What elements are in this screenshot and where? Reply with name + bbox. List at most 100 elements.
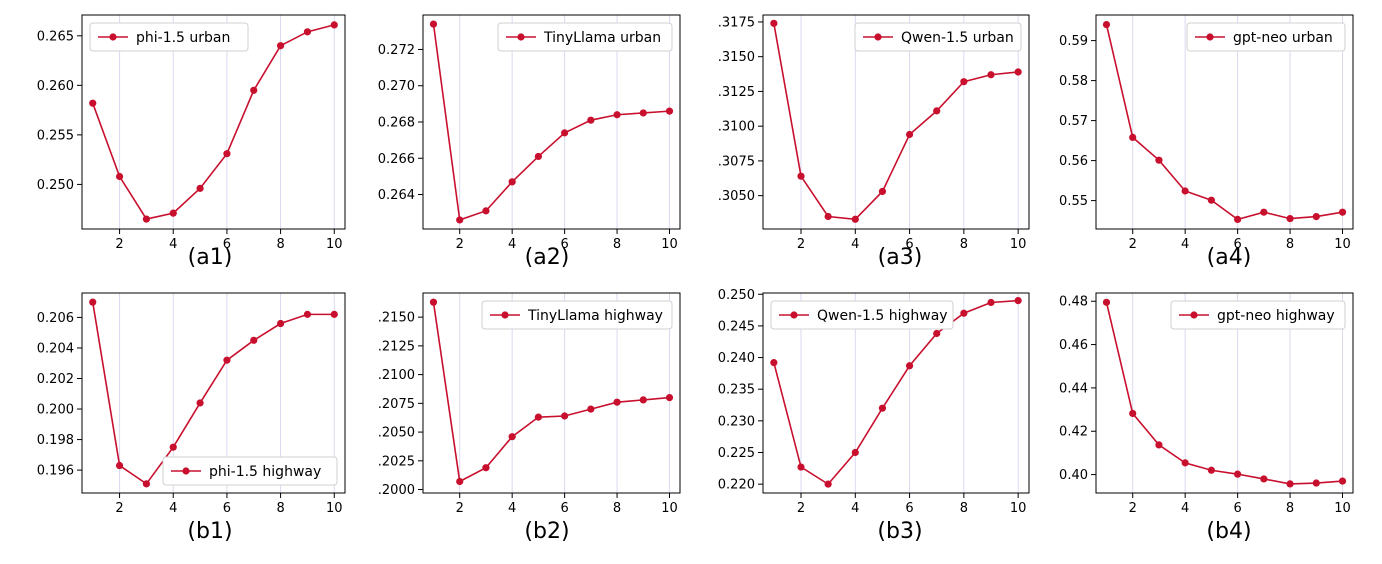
data-point — [196, 184, 204, 192]
y-tick-label: .2125 — [378, 339, 415, 354]
chart-b2: 2 4 6 8 10 .2000 .2025 .2050 .2075 .2100 .2125 .215… — [378, 292, 681, 516]
data-point — [878, 187, 887, 196]
data-point — [905, 130, 914, 139]
y-tick-label: .3150 — [718, 50, 755, 65]
legend-marker — [874, 33, 882, 41]
x-tick-label: 10 — [1010, 237, 1027, 252]
legend-label: gpt-neo urban — [1233, 30, 1333, 46]
data-point — [613, 398, 621, 406]
x-tick-label: 6 — [223, 501, 231, 516]
legend: TinyLlama highway — [481, 300, 673, 330]
data-point — [534, 152, 542, 161]
chart-b3: 2 4 6 8 10 0.220 0.225 0.230 0.235 0.240 0.245 0.25… — [718, 288, 1030, 516]
legend-marker — [1190, 311, 1198, 319]
data-point — [429, 298, 438, 306]
x-tick-label: 2 — [456, 237, 464, 252]
y-tick-label: .3125 — [718, 85, 755, 100]
x-tick-label: 6 — [223, 237, 231, 252]
legend-marker — [517, 33, 525, 41]
y-tick-label: .2025 — [378, 454, 415, 469]
data-point — [1234, 470, 1242, 478]
x-tick-label: 4 — [169, 501, 177, 516]
y-tick-label: .2100 — [378, 368, 415, 383]
plot-frame — [762, 14, 1030, 230]
data-point — [851, 448, 859, 457]
x-tick-label: 8 — [613, 501, 621, 516]
x-tick-label: 2 — [797, 237, 805, 252]
caption-a2: (a2) — [524, 245, 570, 270]
legend-box — [162, 456, 338, 486]
x-tick-label: 2 — [1129, 501, 1137, 516]
chart-a4: 2 4 6 8 10 0.55 0.56 0.57 0.58 0.59 gpt-neo urban — [1059, 14, 1354, 252]
x-tick-label: 10 — [1334, 237, 1351, 252]
data-point — [1014, 68, 1022, 76]
data-point — [1129, 409, 1137, 418]
y-tick-label: 0.204 — [37, 341, 74, 356]
data-point — [142, 215, 151, 223]
data-point — [1312, 479, 1320, 487]
legend-box — [497, 22, 673, 52]
chart-a1: 2 4 6 8 10 0.250 0.255 0.260 0.265 phi-1.5 urban — [37, 14, 346, 252]
legend-marker — [1206, 33, 1214, 41]
y-tick-label: 0.48 — [1059, 295, 1088, 310]
x-tick-label: 6 — [560, 501, 568, 516]
legend: phi-1.5 highway — [162, 456, 338, 486]
data-point — [508, 433, 516, 441]
data-point — [561, 412, 569, 420]
data-point — [303, 28, 312, 36]
y-tick-label: .3100 — [718, 120, 755, 135]
y-tick-label: 0.250 — [718, 288, 755, 303]
data-point — [797, 463, 805, 471]
data-point — [851, 215, 859, 223]
x-tick-label: 2 — [115, 501, 123, 516]
data-point — [587, 116, 595, 124]
chart-a2: 2 4 6 8 10 0.264 0.266 0.268 0.270 0.272 TinyLlama… — [378, 14, 681, 252]
y-tick-label: 0.225 — [718, 446, 755, 461]
y-tick-label: 0.58 — [1059, 74, 1088, 89]
plot-frame — [762, 292, 1030, 494]
series-line — [91, 302, 335, 485]
data-point — [508, 178, 516, 186]
data-point — [223, 150, 231, 158]
y-tick-label: 0.235 — [718, 383, 755, 398]
legend: phi-1.5 urban — [89, 22, 249, 52]
data-point — [824, 212, 832, 221]
data-point — [1260, 208, 1268, 216]
y-tick-label: 0.202 — [37, 372, 74, 387]
x-tick-label: 10 — [661, 501, 678, 516]
chart-b1: 2 4 6 8 10 0.196 0.198 0.200 0.202 0.204 0.206 phi-… — [37, 292, 346, 516]
data-point — [534, 413, 542, 421]
legend-marker — [501, 311, 509, 319]
series-line — [1105, 24, 1343, 221]
legend-box — [481, 300, 673, 330]
legend-box — [854, 22, 1022, 52]
data-point — [1181, 459, 1189, 467]
y-tick-label: 0.198 — [37, 433, 74, 448]
legend-label: TinyLlama highway — [527, 308, 663, 324]
series-line — [432, 23, 670, 222]
legend-label: gpt-neo highway — [1217, 308, 1335, 324]
data-point — [1286, 480, 1294, 488]
x-tick-label: 10 — [326, 501, 343, 516]
y-tick-label: 0.59 — [1059, 34, 1088, 49]
x-tick-label: 8 — [1286, 501, 1294, 516]
data-point — [89, 99, 97, 107]
data-point — [878, 404, 887, 412]
series-line — [773, 23, 1019, 221]
legend: Qwen-1.5 urban — [854, 22, 1022, 52]
data-point — [665, 393, 674, 402]
chart-a3: 2 4 6 8 10 .3050 .3075 .3100 .3125 .3150 .3175 Qwen… — [718, 14, 1030, 252]
y-tick-label: 0.250 — [37, 178, 74, 193]
data-point — [960, 309, 968, 317]
y-tick-label: 0.270 — [378, 79, 415, 94]
data-point — [1260, 475, 1268, 483]
caption-b4: (b4) — [1206, 519, 1252, 544]
data-point — [1338, 477, 1347, 485]
series-line — [1105, 302, 1343, 485]
y-tick-label: 0.57 — [1059, 114, 1088, 129]
y-tick-label: 0.55 — [1059, 194, 1088, 209]
plot-frame — [1095, 14, 1354, 230]
y-tick-label: 0.220 — [718, 478, 755, 493]
data-point — [1014, 296, 1022, 305]
